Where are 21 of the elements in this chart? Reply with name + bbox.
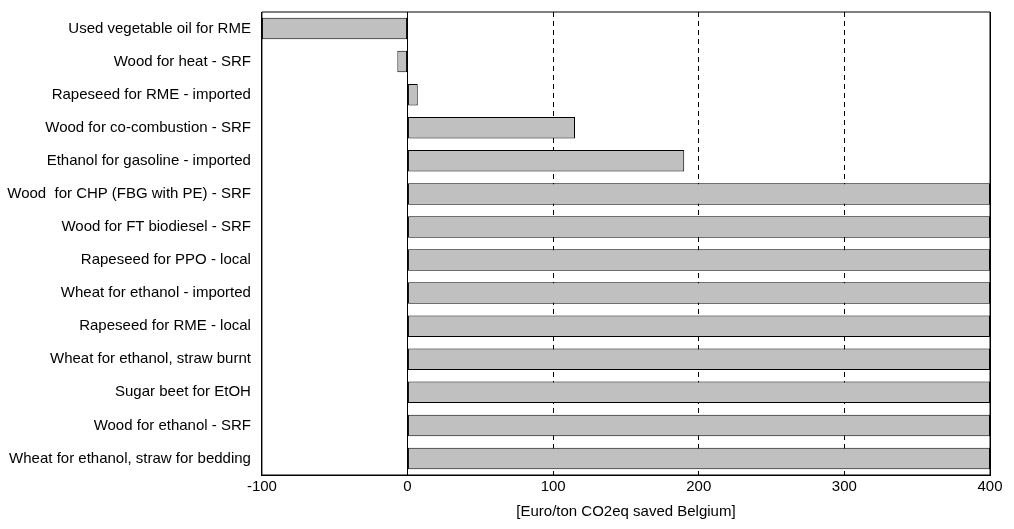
y-tick-label: Used vegetable oil for RME — [68, 18, 251, 36]
y-tick-label: Wood for FT biodiesel - SRF — [61, 217, 251, 235]
y-tick-label: Rapeseed for PPO - local — [80, 250, 251, 268]
y-tick-label: Wheat for ethanol - imported — [60, 283, 251, 301]
x-tick-label: 300 — [831, 477, 857, 495]
y-tick-label: Ethanol for gasoline - imported — [46, 150, 251, 168]
x-axis-title: [Euro/ton CO2eq saved Belgium] — [516, 502, 736, 520]
y-tick-label: Wheat for ethanol, straw burnt — [50, 349, 252, 367]
y-tick-label: Wood for co-combustion - SRF — [45, 117, 251, 135]
y-tick-label: Rapeseed for RME - local — [79, 316, 251, 334]
y-tick-label: Rapeseed for RME - imported — [51, 84, 251, 102]
y-tick-label: Wheat for ethanol, straw for bedding — [9, 448, 251, 466]
x-tick-label: -100 — [246, 477, 277, 495]
x-tick-label: 400 — [977, 477, 1003, 495]
y-tick-label: Sugar beet for EtOH — [115, 382, 251, 400]
y-tick-label: Wood for heat - SRF — [113, 51, 251, 69]
y-tick-label: Wood for CHP (FBG with PE) - SRF — [7, 184, 251, 202]
y-tick-label: Wood for ethanol - SRF — [93, 415, 251, 433]
x-tick-label: 100 — [540, 477, 566, 495]
x-tick-label: 0 — [403, 477, 412, 495]
x-tick-label: 200 — [686, 477, 712, 495]
